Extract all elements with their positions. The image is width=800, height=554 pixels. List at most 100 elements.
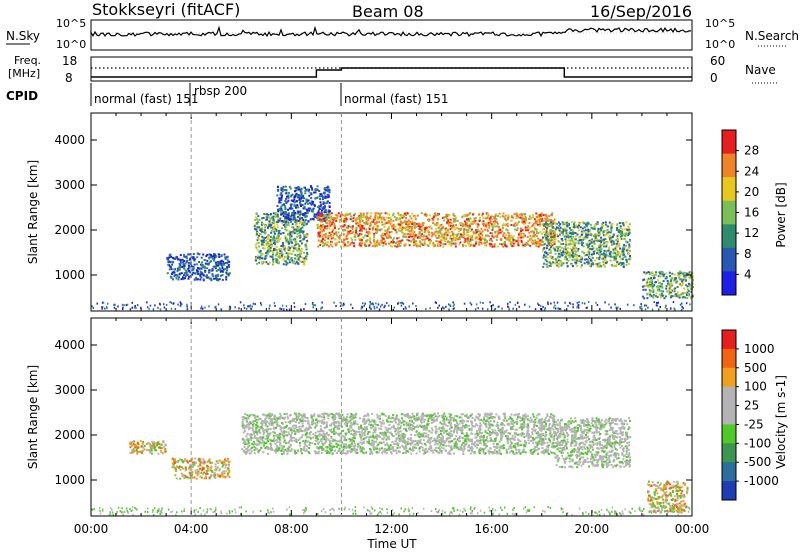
range-cell [491,228,494,231]
range-cell [287,214,290,217]
range-cell [321,436,324,439]
range-cell [482,220,485,223]
range-cell [627,225,630,228]
range-cell [661,273,664,276]
range-cell [499,229,502,231]
range-cell [564,239,567,242]
range-cell [586,306,588,309]
range-cell [611,256,614,258]
nave-label: Nave [745,63,776,77]
range-cell [491,429,494,431]
range-cell [471,213,474,216]
range-cell [310,197,313,200]
range-cell [290,448,293,451]
range-cell [296,195,299,198]
range-cell [298,194,301,197]
range-cell [281,222,284,225]
range-cell [596,263,599,266]
range-cell [548,264,551,267]
range-cell [494,440,497,443]
range-cell [355,229,358,232]
range-cell [279,232,282,235]
range-cell [332,228,335,231]
range-cell [544,217,547,220]
range-cell [201,265,204,268]
range-cell [257,236,260,239]
range-cell [616,249,618,252]
range-cell [376,306,378,309]
range-cell [481,230,484,233]
range-cell [276,449,279,452]
range-cell [650,283,652,286]
range-cell [671,272,674,275]
range-cell [470,237,473,240]
range-cell [470,228,473,231]
range-cell [293,302,295,305]
range-cell [466,213,469,216]
range-cell [420,212,423,215]
range-cell [280,213,283,216]
range-cell [376,438,379,441]
range-cell [364,222,367,225]
range-cell [385,231,388,234]
range-cell [395,217,398,220]
range-cell [374,426,377,429]
range-cell [405,421,408,424]
range-cell [626,233,628,236]
range-cell [578,255,581,257]
noise-left-tick-bottom: 10^0 [56,38,86,51]
range-cell [285,211,288,214]
freq-left-tick-top: 18 [62,54,77,68]
range-cell [530,240,533,243]
range-cell [551,234,554,236]
range-cell [420,229,423,232]
range-cell [189,271,192,274]
range-cell [557,259,560,262]
range-cell [342,225,345,228]
range-cell [559,226,562,229]
range-cell [256,226,259,229]
range-cell [432,222,435,224]
range-cell [320,211,323,214]
range-cell [567,304,569,307]
range-cell [325,220,328,223]
range-cell [268,247,271,250]
range-cell [344,243,346,246]
range-cell [517,301,519,304]
range-cell [207,276,210,279]
range-cell [275,229,278,232]
range-cell [555,260,558,263]
power-y-label: Slant Range [km] [26,160,40,264]
range-cell [197,272,200,275]
range-cell [217,264,220,267]
range-cell [219,268,222,271]
range-cell [285,252,288,255]
range-cell [386,236,389,239]
range-cell [501,307,503,310]
range-cell [539,217,542,220]
range-cell [368,237,371,240]
range-cell [610,239,613,242]
range-cell [338,221,341,224]
range-cell [596,238,599,241]
range-cell [176,274,179,277]
range-cell [644,308,647,311]
range-cell [294,242,297,245]
range-cell [421,238,424,241]
range-cell [373,305,376,308]
range-cell [500,243,503,246]
range-cell [535,216,538,218]
range-cell [436,244,439,247]
range-cell [281,212,284,215]
range-cell [594,236,597,239]
range-cell [683,287,686,290]
range-cell [341,240,344,243]
range-cell [277,235,280,238]
range-cell [196,267,199,269]
range-cell [644,304,646,307]
range-cell [393,245,396,248]
range-cell [567,236,570,239]
range-cell [276,205,279,207]
range-cell [571,259,574,261]
range-cell [616,224,619,227]
